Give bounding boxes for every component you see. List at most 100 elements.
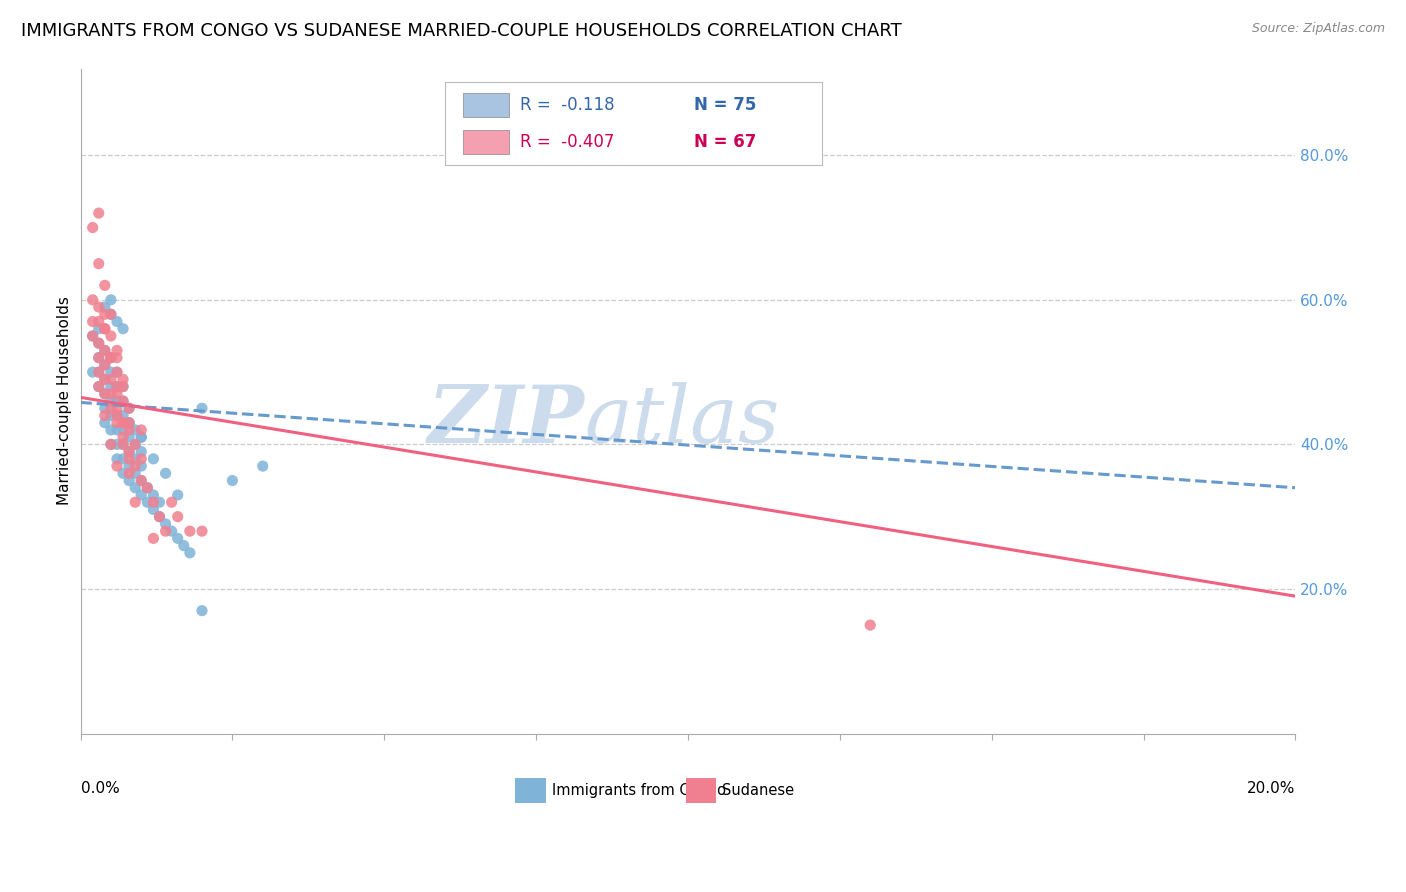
Point [124,467,146,481]
Point [118,451,141,466]
Point [155,467,177,481]
Point [129,474,152,488]
Point [87,351,110,365]
Point [105,409,128,423]
Point [87,365,110,379]
Point [118,401,141,416]
Point [87,365,110,379]
Point [94,401,117,416]
Point [112,437,135,451]
Point [118,423,141,437]
Point [94,416,117,430]
Point [100,423,122,437]
Point [118,467,141,481]
Point [112,322,135,336]
FancyBboxPatch shape [463,129,509,153]
Point [118,401,141,416]
Point [148,509,170,524]
Point [112,379,135,393]
Point [142,532,165,546]
Point [82,365,104,379]
Point [124,481,146,495]
Point [112,423,135,437]
Point [100,329,122,343]
Point [124,437,146,451]
Point [148,509,170,524]
Text: N = 75: N = 75 [695,96,756,114]
Text: atlas: atlas [585,382,780,459]
Point [94,307,117,321]
Point [112,430,135,444]
Point [100,351,122,365]
Point [112,467,135,481]
Text: R =  -0.118: R = -0.118 [520,96,614,114]
Point [124,495,146,509]
Point [82,314,104,328]
FancyBboxPatch shape [444,82,821,165]
Point [105,379,128,393]
Point [112,394,135,409]
Point [112,416,135,430]
Point [124,423,146,437]
Point [87,300,110,314]
Point [112,437,135,451]
Text: 0.0%: 0.0% [80,781,120,797]
Point [105,401,128,416]
Point [179,546,201,560]
Point [105,451,128,466]
Point [87,206,110,220]
Point [129,444,152,458]
Point [105,351,128,365]
Point [94,372,117,386]
Point [136,481,159,495]
Point [87,379,110,393]
Point [94,300,117,314]
Point [173,539,195,553]
Point [129,451,152,466]
Point [191,524,214,538]
Point [100,365,122,379]
Point [105,314,128,328]
Point [87,379,110,393]
Point [100,394,122,409]
Point [118,474,141,488]
Point [100,379,122,393]
Point [129,430,152,444]
Point [94,322,117,336]
Point [155,524,177,538]
Point [105,459,128,474]
Point [105,365,128,379]
Point [94,358,117,372]
Point [105,437,128,451]
Point [191,401,214,416]
Point [105,394,128,409]
Point [105,379,128,393]
Point [124,459,146,474]
Point [118,444,141,458]
Point [112,379,135,393]
Point [100,307,122,321]
FancyBboxPatch shape [463,93,509,117]
Point [118,459,141,474]
Point [100,437,122,451]
Point [112,394,135,409]
Text: N = 67: N = 67 [695,133,756,151]
Point [94,372,117,386]
Point [179,524,201,538]
Point [87,322,110,336]
Point [87,257,110,271]
Point [166,488,188,502]
Y-axis label: Married-couple Households: Married-couple Households [58,296,72,506]
Point [105,386,128,401]
Point [124,437,146,451]
Point [142,451,165,466]
Point [87,336,110,351]
Point [112,409,135,423]
Point [100,307,122,321]
Point [87,314,110,328]
Text: R =  -0.407: R = -0.407 [520,133,614,151]
Point [129,459,152,474]
Point [105,423,128,437]
Point [118,430,141,444]
Point [94,386,117,401]
